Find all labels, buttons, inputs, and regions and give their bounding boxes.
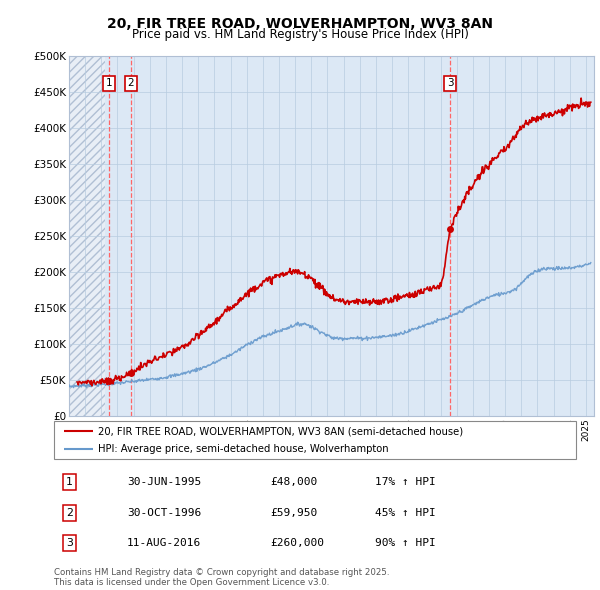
Text: 3: 3 [66,538,73,548]
Text: 20, FIR TREE ROAD, WOLVERHAMPTON, WV3 8AN (semi-detached house): 20, FIR TREE ROAD, WOLVERHAMPTON, WV3 8A… [98,426,463,436]
Text: HPI: Average price, semi-detached house, Wolverhampton: HPI: Average price, semi-detached house,… [98,444,389,454]
Text: 17% ↑ HPI: 17% ↑ HPI [375,477,436,487]
Text: 2: 2 [66,508,73,517]
Bar [69,56,104,416]
Text: 11-AUG-2016: 11-AUG-2016 [127,538,202,548]
Text: 30-OCT-1996: 30-OCT-1996 [127,508,202,517]
FancyBboxPatch shape [54,421,576,459]
Text: £260,000: £260,000 [271,538,325,548]
Text: £59,950: £59,950 [271,508,318,517]
Text: £48,000: £48,000 [271,477,318,487]
Text: 1: 1 [106,78,113,88]
Text: 2: 2 [128,78,134,88]
Text: Price paid vs. HM Land Registry's House Price Index (HPI): Price paid vs. HM Land Registry's House … [131,28,469,41]
Text: 90% ↑ HPI: 90% ↑ HPI [375,538,436,548]
Text: 3: 3 [447,78,454,88]
Text: 45% ↑ HPI: 45% ↑ HPI [375,508,436,517]
Text: 30-JUN-1995: 30-JUN-1995 [127,477,202,487]
Text: Contains HM Land Registry data © Crown copyright and database right 2025.
This d: Contains HM Land Registry data © Crown c… [54,568,389,587]
Text: 1: 1 [66,477,73,487]
Text: 20, FIR TREE ROAD, WOLVERHAMPTON, WV3 8AN: 20, FIR TREE ROAD, WOLVERHAMPTON, WV3 8A… [107,17,493,31]
